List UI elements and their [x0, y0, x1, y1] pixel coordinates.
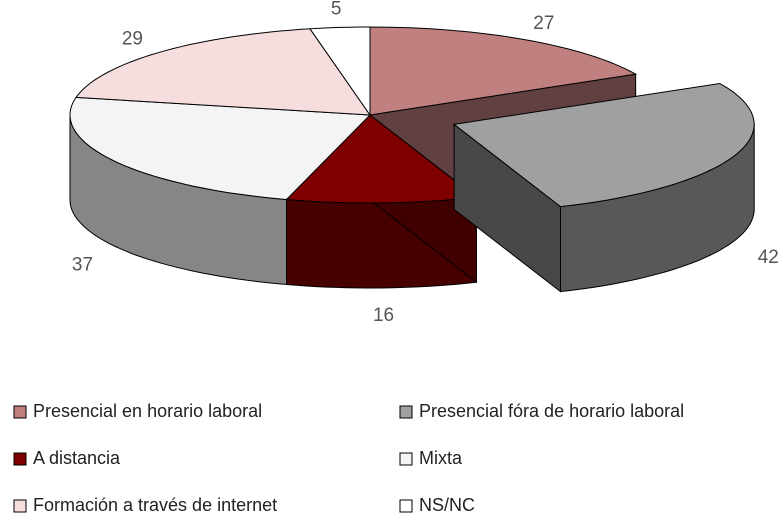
- slice: [309, 26, 371, 117]
- slice: [452, 82, 755, 208]
- legend-swatch: [13, 452, 27, 466]
- legend-swatch: [399, 452, 413, 466]
- slice: [69, 96, 372, 201]
- legend-swatch: [399, 405, 413, 419]
- legend: Presencial en horario laboral Presencial …: [13, 401, 684, 515]
- legend-label: A distancia: [33, 448, 121, 468]
- legend-label: Presencial en horario laboral: [33, 401, 262, 421]
- pie: 27 42 16 37 29 5: [69, 0, 779, 326]
- legend-label: Formación a través de internet: [33, 495, 277, 515]
- legend-label: NS/NC: [419, 495, 475, 515]
- data-label: 27: [533, 13, 554, 34]
- legend-label: Mixta: [419, 448, 463, 468]
- data-label: 29: [122, 29, 143, 50]
- legend-label: Presencial fóra de horario laboral: [419, 401, 684, 421]
- legend-swatch: [399, 499, 413, 513]
- data-label: 16: [373, 305, 394, 326]
- data-label: 37: [72, 255, 93, 276]
- data-label: 5: [331, 0, 342, 20]
- data-label: 42: [758, 247, 779, 268]
- slice: [285, 114, 478, 204]
- slice: [75, 28, 371, 116]
- legend-swatch: [13, 405, 27, 419]
- legend-swatch: [13, 499, 27, 513]
- slice: [369, 26, 638, 116]
